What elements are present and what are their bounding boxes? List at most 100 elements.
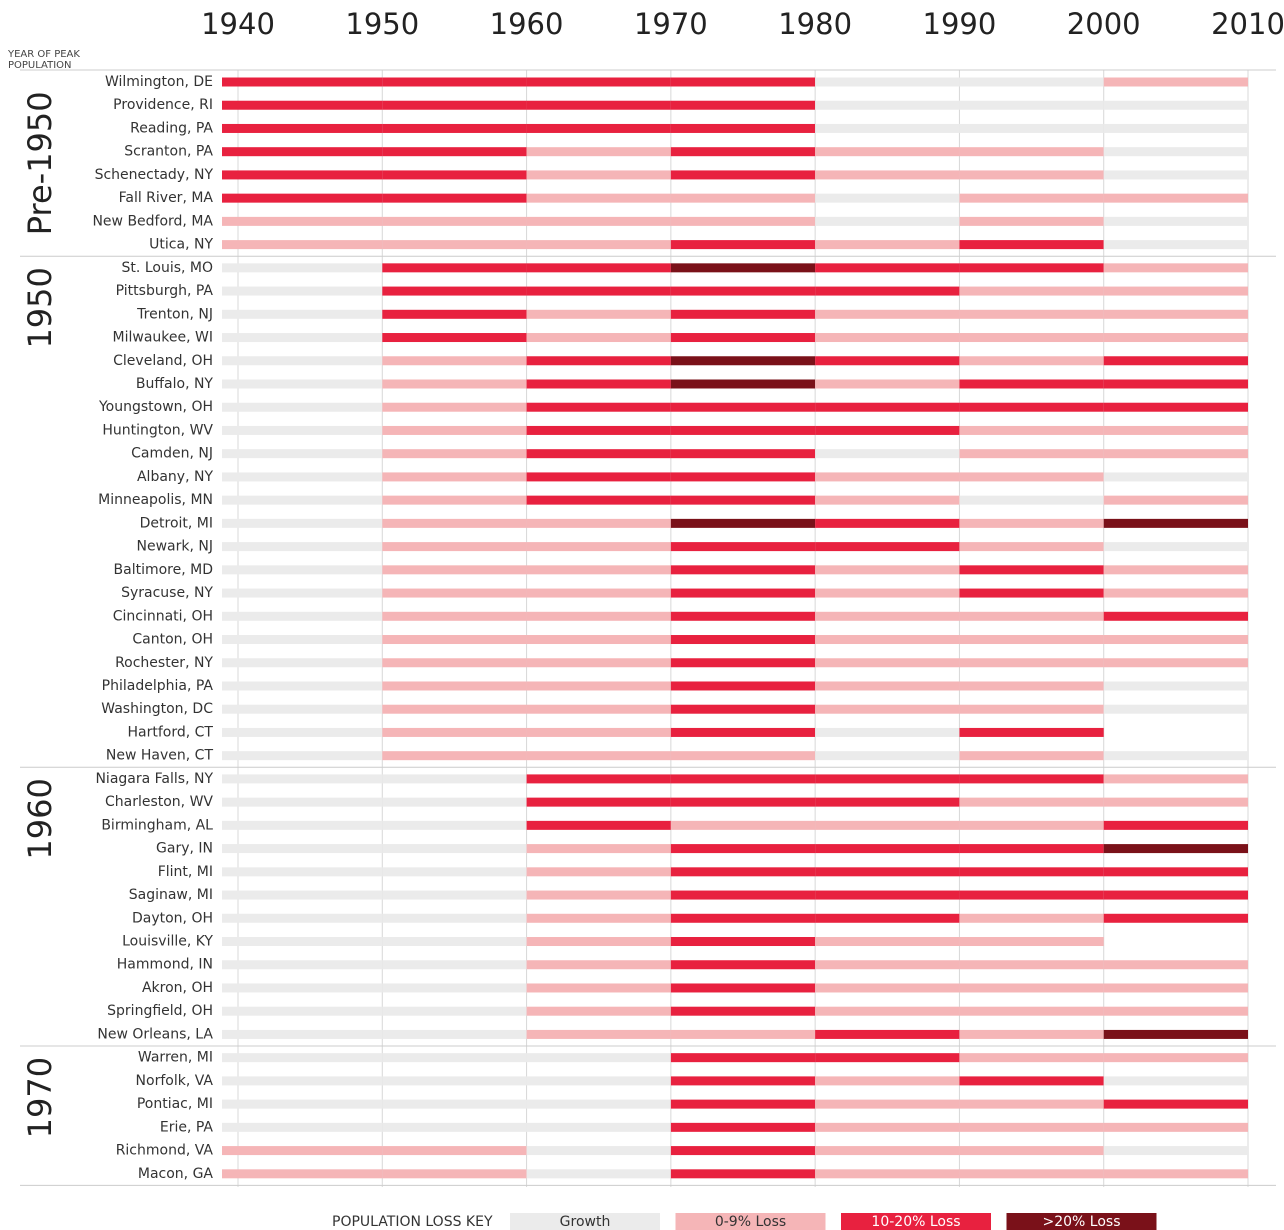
segment <box>382 658 527 668</box>
segment <box>815 658 960 668</box>
segment <box>815 495 960 505</box>
segment <box>815 123 960 133</box>
segment <box>815 425 960 435</box>
segment <box>959 820 1104 830</box>
city-label: Huntington, WV <box>102 422 213 438</box>
segment <box>382 727 527 737</box>
segment <box>222 1006 383 1016</box>
segment <box>222 1076 383 1086</box>
segment <box>815 309 960 319</box>
segment <box>815 797 960 807</box>
segment <box>670 449 816 459</box>
segment <box>670 100 816 110</box>
segment <box>959 1099 1104 1109</box>
segment <box>815 820 960 830</box>
segment <box>815 1053 960 1063</box>
segment <box>1103 240 1248 250</box>
city-label: Richmond, VA <box>116 1143 214 1159</box>
segment <box>222 1099 383 1109</box>
segment <box>815 193 960 203</box>
segment <box>815 379 960 389</box>
segment <box>526 425 671 435</box>
segment <box>670 1006 816 1016</box>
x-tick-label: 1950 <box>345 7 419 41</box>
segment <box>959 263 1104 273</box>
segment <box>222 240 383 250</box>
segment <box>1103 449 1248 459</box>
segment <box>1103 123 1248 133</box>
segment <box>222 704 383 714</box>
segment <box>526 937 671 947</box>
segment <box>1103 588 1248 598</box>
segment <box>670 542 816 552</box>
segment <box>222 379 383 389</box>
segment <box>959 542 1104 552</box>
segment <box>1103 658 1248 668</box>
segment <box>1103 1029 1248 1039</box>
segment <box>1103 611 1248 621</box>
city-label: Youngstown, OH <box>98 399 213 415</box>
segment <box>1103 565 1248 575</box>
segment <box>222 797 383 807</box>
segment <box>670 216 816 226</box>
segment <box>670 263 816 273</box>
segment <box>959 751 1104 761</box>
segment <box>815 542 960 552</box>
segment <box>222 147 383 157</box>
segment <box>526 913 671 923</box>
legend-swatch <box>675 1213 826 1230</box>
segment <box>815 1076 960 1086</box>
segment <box>670 286 816 296</box>
city-label: Canton, OH <box>132 632 213 648</box>
city-label: Providence, RI <box>113 97 213 113</box>
segment <box>1103 216 1248 226</box>
segment <box>1103 635 1248 645</box>
segment <box>382 635 527 645</box>
segment <box>815 611 960 621</box>
segment <box>959 240 1104 250</box>
segment <box>670 867 816 877</box>
segment <box>670 983 816 993</box>
segment <box>382 77 527 87</box>
segment <box>222 658 383 668</box>
segment <box>670 937 816 947</box>
segment <box>815 1029 960 1039</box>
city-label: Utica, NY <box>149 237 213 253</box>
segment <box>1103 1099 1248 1109</box>
segment <box>1103 797 1248 807</box>
segment <box>959 1076 1104 1086</box>
city-label: Akron, OH <box>142 980 213 996</box>
segment <box>222 937 383 947</box>
segment <box>1103 472 1248 482</box>
segment <box>670 1029 816 1039</box>
segment <box>959 1006 1104 1016</box>
segment <box>815 402 960 412</box>
segment <box>526 402 671 412</box>
segment <box>382 937 527 947</box>
city-label: Minneapolis, MN <box>98 492 213 508</box>
segment <box>815 937 960 947</box>
segment <box>222 542 383 552</box>
segment <box>670 844 816 854</box>
segment <box>959 658 1104 668</box>
segment <box>222 333 383 343</box>
segment <box>1103 913 1248 923</box>
segment <box>670 890 816 900</box>
city-label: Detroit, MI <box>140 515 213 531</box>
segment <box>382 472 527 482</box>
segment <box>815 518 960 528</box>
city-label: Charleston, WV <box>105 794 213 810</box>
segment <box>815 170 960 180</box>
segment <box>222 286 383 296</box>
segment <box>1103 1169 1248 1179</box>
segment <box>1103 820 1248 830</box>
segment <box>526 797 671 807</box>
segment <box>670 309 816 319</box>
segment <box>526 704 671 714</box>
segment <box>382 1029 527 1039</box>
segment <box>526 193 671 203</box>
segment <box>1103 704 1248 714</box>
segment <box>382 333 527 343</box>
city-label: Louisville, KY <box>122 934 213 950</box>
segment <box>222 565 383 575</box>
